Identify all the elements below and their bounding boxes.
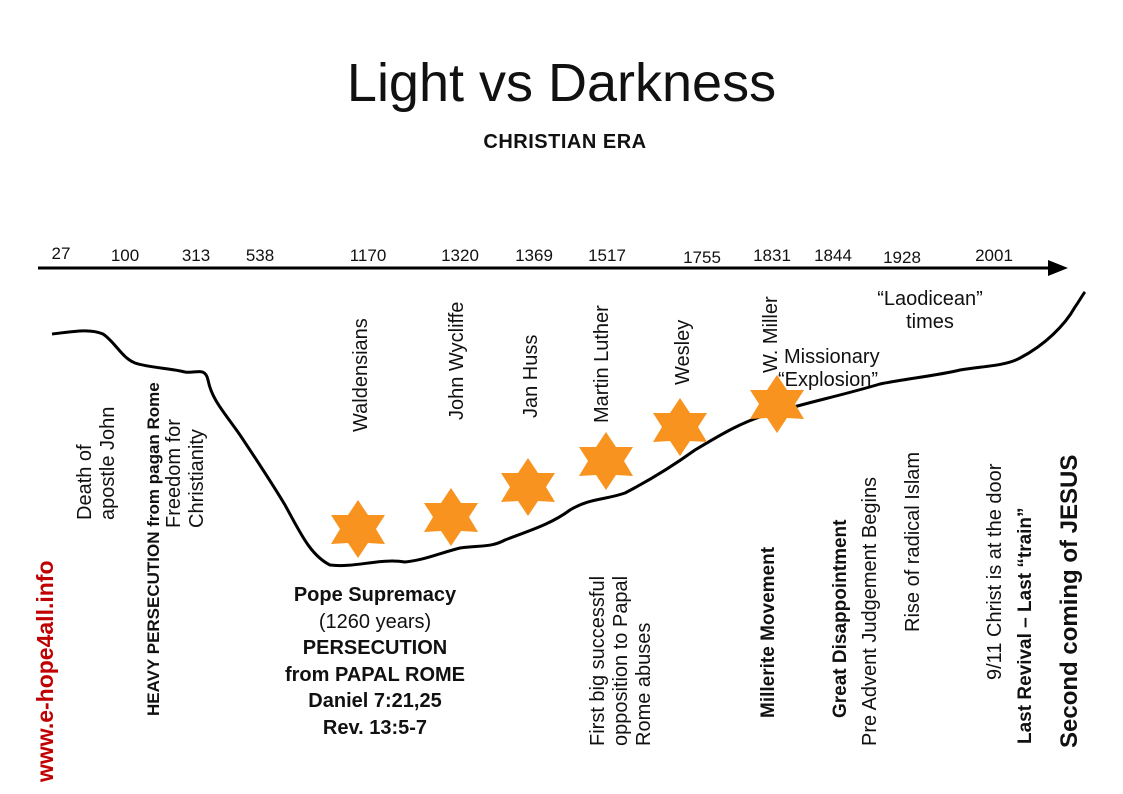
- year-label: 100: [110, 246, 140, 265]
- label-apostle-john: Death of apostle John: [74, 407, 120, 520]
- label-second-coming: Second coming of JESUS: [1056, 454, 1083, 748]
- label-missionary-line1: Missionary: [784, 346, 880, 368]
- label-last-revival: Last Revival – Last “train”: [1015, 507, 1036, 744]
- light-curve: [51, 290, 1087, 568]
- year-label: 1755: [683, 248, 721, 267]
- label-first-opposition-line3: Rome abuses: [633, 622, 655, 746]
- year-label: 313: [181, 246, 211, 265]
- label-great-disappointment: Great Disappointment: [830, 519, 851, 718]
- pope-line5: Daniel 7:21,25: [308, 690, 442, 713]
- label-pre-advent: Pre Advent Judgement Begins: [859, 476, 881, 746]
- label-wycliffe: John Wycliffe: [446, 301, 468, 420]
- label-laodicean-line1: “Laodicean”: [877, 288, 983, 310]
- star-icon: [501, 458, 555, 516]
- label-missionary: Missionary “Explosion”: [778, 346, 880, 392]
- year-label: 27: [51, 244, 71, 263]
- year-label: 1170: [349, 246, 387, 265]
- label-huss: Jan Huss: [520, 334, 542, 418]
- label-first-opposition: First big successful opposition to Papal…: [587, 576, 656, 746]
- label-first-opposition-line2: opposition to Papal: [610, 575, 632, 746]
- pope-line6: Rev. 13:5-7: [322, 716, 428, 739]
- diagram-subtitle: CHRISTIAN ERA: [483, 131, 647, 153]
- label-freedom-line2: Christianity: [186, 429, 208, 528]
- star-icon: [750, 375, 804, 433]
- label-wesley: Wesley: [672, 319, 694, 385]
- label-freedom: Freedom for Christianity: [163, 419, 209, 528]
- year-label: 1844: [814, 246, 852, 265]
- star-icon: [331, 500, 385, 558]
- year-label: 1928: [883, 248, 921, 267]
- label-heavy-persecution: HEAVY PERSECUTION from pagan Rome: [144, 382, 163, 716]
- label-apostle-john-line2: apostle John: [97, 406, 119, 520]
- label-laodicean: “Laodicean” times: [860, 288, 1000, 334]
- label-pope-supremacy: Pope Supremacy (1260 years) PERSECUTION …: [230, 582, 520, 742]
- year-label: 2001: [975, 246, 1013, 265]
- label-freedom-line1: Freedom for: [163, 419, 185, 528]
- label-radical-islam: Rise of radical Islam: [902, 451, 924, 632]
- pope-line3: PERSECUTION: [302, 637, 448, 660]
- year-label: 1831: [753, 246, 791, 265]
- label-first-opposition-line1: First big successful: [587, 575, 609, 746]
- label-apostle-john-line1: Death of: [74, 444, 96, 520]
- star-icon: [579, 432, 633, 490]
- star-icon: [653, 398, 707, 456]
- label-nine-eleven: 9/11 Christ is at the door: [984, 463, 1006, 680]
- year-label: 538: [245, 246, 275, 265]
- label-laodicean-line2: times: [906, 311, 954, 333]
- pope-line4: from PAPAL ROME: [284, 663, 465, 686]
- timeline-arrowhead: [1048, 260, 1068, 276]
- year-label: 1369: [515, 246, 553, 265]
- label-missionary-line2: “Explosion”: [778, 369, 879, 391]
- year-label: 1320: [441, 246, 479, 265]
- website-label: www.e-hope4all.info: [32, 560, 58, 783]
- label-luther: Martin Luther: [591, 305, 613, 423]
- year-label: 1517: [588, 246, 626, 265]
- label-millerite: Millerite Movement: [758, 546, 779, 718]
- diagram-title: Light vs Darkness: [346, 53, 777, 113]
- star-icon: [424, 488, 478, 546]
- pope-line2: (1260 years): [318, 610, 432, 633]
- pope-line1: Pope Supremacy: [293, 584, 457, 606]
- star-group: [331, 375, 804, 558]
- label-waldensians: Waldensians: [350, 318, 372, 432]
